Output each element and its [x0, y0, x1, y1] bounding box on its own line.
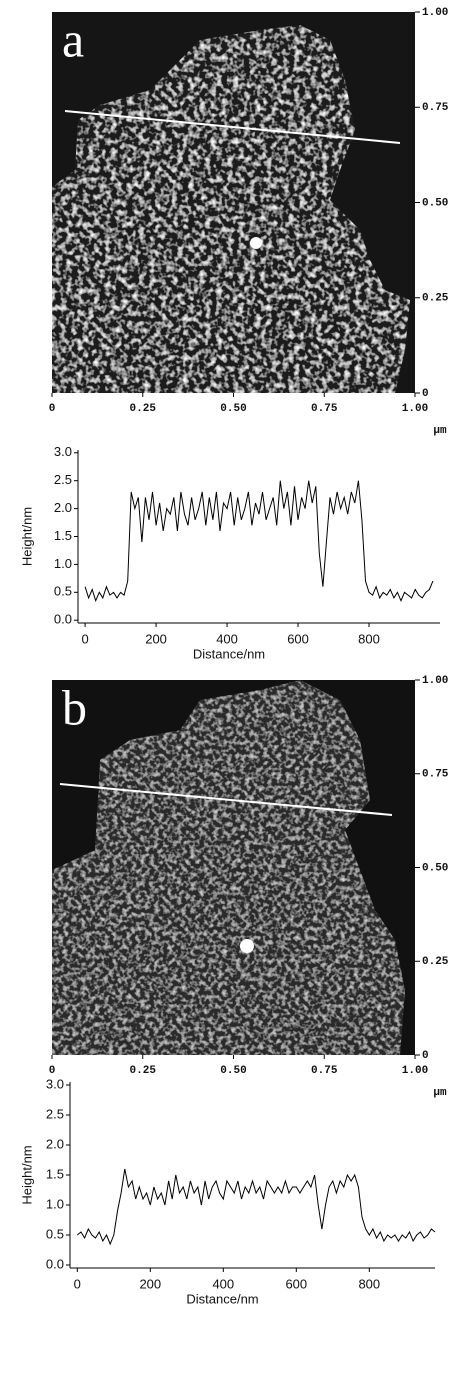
y-tick-label: 0.50: [422, 862, 448, 874]
y-tick-label: 0.0: [54, 612, 72, 627]
y-tick-label: 0.5: [46, 1226, 64, 1241]
y-tick-label: 0: [422, 1050, 429, 1062]
x-tick-label: 600: [285, 1276, 307, 1291]
particle: [240, 939, 254, 953]
x-tick-label: 0: [49, 403, 56, 415]
x-tick-label: 0.50: [220, 1065, 246, 1077]
y-tick-label: 1.0: [46, 1196, 64, 1211]
y-tick-label: 1.00: [422, 7, 448, 19]
y-tick-label: 2.0: [46, 1136, 64, 1151]
y-tick-label: 2.5: [54, 472, 72, 487]
x-tick-label: 600: [287, 631, 309, 646]
x-tick-label: 0.75: [311, 1065, 338, 1077]
y-tick-label: 0.75: [422, 102, 449, 114]
y-tick-label: 1.00: [422, 675, 448, 687]
axis-unit: μm: [433, 1087, 447, 1099]
x-tick-label: 400: [212, 1276, 234, 1291]
profile-line: [76, 1168, 436, 1246]
x-tick-label: 0.75: [311, 403, 338, 415]
y-tick-label: 0.50: [422, 197, 448, 209]
x-tick-label: 400: [216, 631, 238, 646]
y-axis-title: Height/nm: [19, 507, 34, 566]
x-tick-label: 800: [358, 631, 380, 646]
y-tick-label: 0.75: [422, 769, 449, 781]
y-tick-label: 0.25: [422, 956, 449, 968]
x-tick-label: 1.00: [402, 1065, 428, 1077]
x-tick-label: 0: [81, 631, 88, 646]
y-tick-label: 1.5: [46, 1166, 64, 1181]
y-tick-label: 1.5: [54, 528, 72, 543]
y-tick-label: 2.5: [46, 1106, 64, 1121]
x-axis-title: Distance/nm: [193, 646, 265, 661]
y-tick-label: 3.0: [54, 444, 72, 459]
afm-flake: [52, 25, 410, 393]
x-tick-label: 1.00: [402, 403, 428, 415]
x-tick-label: 0.25: [130, 403, 157, 415]
x-tick-label: 0: [49, 1065, 56, 1077]
axis-unit: μm: [433, 425, 447, 437]
profile-line: [84, 480, 434, 603]
afm-flake: [52, 680, 405, 1055]
x-tick-label: 0: [74, 1276, 81, 1291]
y-tick-label: 0.25: [422, 293, 449, 305]
profile-line: [59, 783, 393, 816]
y-tick-label: 0.0: [46, 1256, 64, 1271]
x-axis-title: Distance/nm: [186, 1291, 258, 1306]
particle: [250, 237, 262, 249]
x-tick-label: 0.50: [220, 403, 246, 415]
x-tick-label: 800: [358, 1276, 380, 1291]
profile-line: [64, 110, 401, 144]
x-tick-label: 200: [139, 1276, 161, 1291]
panel-label: a: [62, 11, 84, 67]
y-tick-label: 2.0: [54, 500, 72, 515]
y-tick-label: 1.0: [54, 556, 72, 571]
y-tick-label: 3.0: [46, 1076, 64, 1091]
panel-label: b: [62, 679, 87, 735]
y-tick-label: 0.5: [54, 584, 72, 599]
y-tick-label: 0: [422, 388, 429, 400]
x-tick-label: 0.25: [130, 1065, 157, 1077]
y-axis-title: Height/nm: [19, 1145, 34, 1204]
x-tick-label: 200: [145, 631, 167, 646]
